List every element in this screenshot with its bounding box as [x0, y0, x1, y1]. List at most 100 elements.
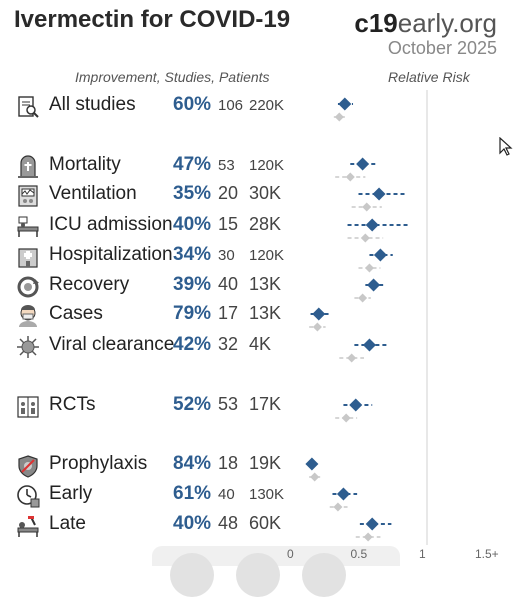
ventilator-icon	[18, 185, 38, 207]
study-count: 40	[218, 274, 239, 294]
outcome-row[interactable]: Hospitalization 34% 30 120K	[0, 244, 300, 272]
outcome-label: Prophylaxis	[49, 453, 148, 474]
estimate-diamond	[360, 233, 370, 243]
virus-icon	[17, 336, 39, 358]
study-count: 53	[218, 394, 239, 414]
outcome-row[interactable]: Mortality 47% 53 120K	[0, 154, 300, 182]
estimate-diamond	[365, 218, 379, 232]
estimate-diamond	[338, 97, 352, 111]
outcome-row[interactable]: Ventilation 35% 20 30K	[0, 183, 300, 211]
outcome-row[interactable]: ICU admission 40% 15 28K	[0, 214, 300, 242]
shield-icon	[18, 455, 38, 478]
outcome-label: All studies	[49, 94, 136, 115]
outcome-row[interactable]: Late 40% 48 60K	[0, 513, 300, 541]
estimate-diamond	[333, 502, 343, 512]
study-count: 30	[218, 247, 235, 264]
estimate-diamond	[362, 202, 372, 212]
patient-count: 28K	[249, 214, 282, 234]
outcome-label: Cases	[49, 303, 103, 324]
tombstone-icon	[18, 155, 38, 178]
column-header-relative-risk: Relative Risk	[388, 69, 470, 85]
patient-count: 17K	[249, 394, 282, 414]
late-treatment-icon	[17, 516, 39, 537]
outcome-row[interactable]: All studies 60% 106 220K	[0, 94, 300, 122]
estimate-diamond	[373, 248, 387, 262]
estimate-diamond	[334, 112, 344, 122]
estimate-diamond	[372, 187, 386, 201]
hospital-icon	[18, 248, 38, 268]
x-tick-label: 0	[287, 547, 294, 561]
patient-count: 4K	[249, 334, 272, 354]
bottom-button-1[interactable]	[170, 553, 214, 597]
patient-count: 120K	[249, 157, 285, 174]
forest-plot	[305, 90, 428, 545]
x-tick-label: 1	[419, 547, 426, 561]
outcome-row[interactable]: Prophylaxis 84% 18 19K	[0, 453, 300, 481]
outcome-label: Hospitalization	[49, 244, 173, 265]
outcome-label: Early	[49, 483, 93, 504]
outcome-label: Ventilation	[49, 183, 137, 204]
clock-icon	[17, 485, 40, 508]
study-count: 32	[218, 334, 239, 354]
masked-person-icon	[19, 305, 37, 327]
estimate-diamond	[341, 413, 351, 423]
outcome-label: Recovery	[49, 274, 130, 295]
improvement-percent: 35%	[173, 183, 212, 204]
estimate-diamond	[349, 398, 363, 412]
estimate-diamond	[365, 517, 379, 531]
brand-light: early.org	[397, 8, 497, 38]
patient-count: 19K	[249, 453, 282, 473]
icu-bed-icon	[17, 216, 39, 237]
estimate-diamond	[362, 338, 376, 352]
study-count: 20	[218, 183, 239, 203]
outcome-label: RCTs	[49, 394, 96, 415]
patient-count: 13K	[249, 274, 282, 294]
study-count: 18	[218, 453, 239, 473]
estimate-diamond	[310, 472, 320, 482]
bottom-button-2[interactable]	[236, 553, 280, 597]
brand-logo[interactable]: c19early.org	[354, 8, 497, 39]
mouse-cursor-icon	[499, 137, 513, 156]
improvement-percent: 52%	[173, 394, 212, 415]
estimate-diamond	[312, 322, 322, 332]
estimate-diamond	[363, 532, 373, 542]
rct-icon	[17, 396, 39, 418]
improvement-percent: 84%	[173, 453, 212, 474]
patient-count: 220K	[249, 97, 285, 114]
patient-count: 130K	[249, 486, 285, 503]
bottom-button-3[interactable]	[302, 553, 346, 597]
improvement-percent: 61%	[173, 483, 212, 504]
outcome-row[interactable]: Cases 79% 17 13K	[0, 303, 300, 331]
outcome-label: Viral clearance	[49, 334, 175, 355]
improvement-percent: 39%	[173, 274, 212, 295]
study-count: 53	[218, 157, 235, 174]
outcome-row[interactable]: RCTs 52% 53 17K	[0, 394, 300, 422]
estimate-diamond	[367, 278, 381, 292]
improvement-percent: 40%	[173, 214, 212, 235]
outcome-row[interactable]: Viral clearance 42% 32 4K	[0, 334, 300, 362]
study-count: 15	[218, 214, 239, 234]
improvement-percent: 47%	[173, 154, 212, 175]
estimate-diamond	[364, 263, 374, 273]
outcome-label: Late	[49, 513, 86, 534]
estimate-diamond	[347, 353, 357, 363]
patient-count: 60K	[249, 513, 282, 533]
study-count: 40	[218, 486, 235, 503]
document-magnifier-icon	[18, 96, 39, 118]
x-tick-label: 0.5	[350, 547, 368, 561]
study-count: 17	[218, 303, 239, 323]
estimate-diamond	[345, 172, 355, 182]
estimate-diamond	[356, 157, 370, 171]
patient-count: 13K	[249, 303, 282, 323]
estimate-diamond	[312, 307, 326, 321]
estimate-diamond	[336, 487, 350, 501]
improvement-percent: 34%	[173, 244, 212, 265]
improvement-percent: 60%	[173, 94, 212, 115]
outcome-label: ICU admission	[49, 214, 173, 235]
study-count: 106	[218, 97, 244, 114]
estimate-diamond	[305, 457, 319, 471]
improvement-percent: 79%	[173, 303, 212, 324]
outcome-row[interactable]: Recovery 39% 40 13K	[0, 274, 300, 302]
outcome-row[interactable]: Early 61% 40 130K	[0, 483, 300, 511]
patient-count: 120K	[249, 247, 285, 264]
